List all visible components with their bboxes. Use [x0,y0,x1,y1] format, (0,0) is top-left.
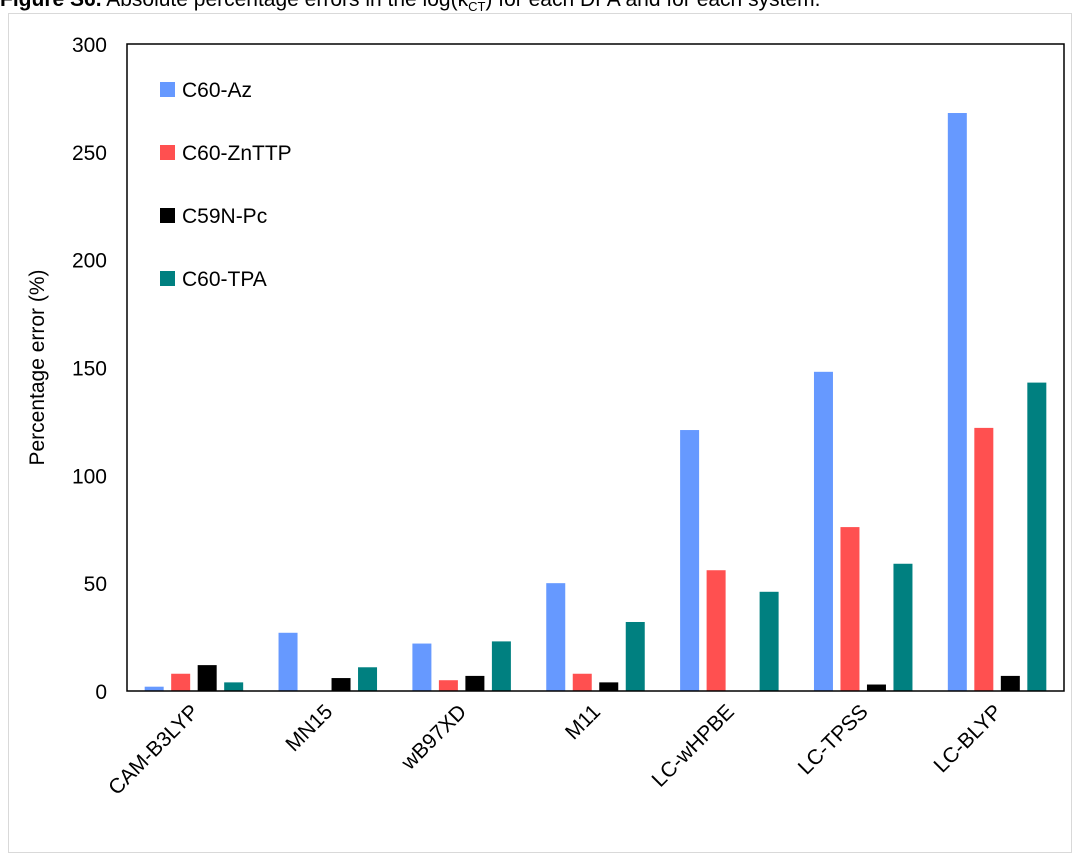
x-tick-label: LC-wHPBE [648,700,739,791]
legend-label: C60-ZnTTP [182,142,292,165]
bar-c59n-pc-lc-tpss [866,684,886,691]
bar-c60-az-m11 [546,583,566,691]
bar-c59n-pc-wb97xd [465,675,485,691]
y-tick-label: 300 [72,34,107,57]
bar-c60-znttp-lc-tpss [840,527,860,691]
x-tick-label: LC-TPSS [794,700,873,779]
chart-frame [8,13,1072,853]
x-tick-label: MN15 [281,700,337,756]
bar-c59n-pc-m11 [599,682,619,691]
caption-text-part1: Absolute percentage errors in the log(k [102,0,468,11]
bar-c59n-pc-cam-b3lyp [197,665,217,691]
bar-c60-tpa-lc-blyp [1027,382,1047,691]
legend: C60-Az C60-ZnTTP C59N-Pc C60-TPA [160,79,292,291]
plot-area-border [126,43,1065,692]
bar-c60-tpa-wb97xd [491,641,511,691]
y-tick-label: 100 [72,465,107,488]
y-axis: 0 50 100 150 200 250 300 [72,34,107,704]
bar-c60-znttp-m11 [572,673,592,691]
legend-label: C59N-Pc [182,205,267,228]
legend-swatch [160,145,175,160]
bar-c59n-pc-lc-blyp [1000,675,1020,691]
y-tick-label: 250 [72,142,107,165]
y-tick-label: 150 [72,358,107,381]
bar-c60-az-mn15 [278,632,298,691]
x-tick-label: wB97XD [396,700,471,775]
bar-c59n-pc-mn15 [331,678,351,691]
y-tick-label: 50 [84,573,107,596]
bar-c60-az-lc-tpss [813,371,833,691]
y-tick-label: 0 [95,681,107,704]
bar-c60-znttp-lc-blyp [974,427,994,691]
x-axis: CAM-B3LYP MN15 wB97XD M11 LC-wHPBE LC-TPSS LC-… [104,700,1006,799]
bar-c60-az-lc-blyp [947,113,967,692]
bar-c60-znttp-wb97xd [438,680,458,691]
bar-c60-tpa-lc-tpss [893,563,913,691]
bar-c60-az-cam-b3lyp [144,686,164,691]
legend-label: C60-Az [182,79,252,102]
legend-swatch [160,271,175,286]
legend-label: C60-TPA [182,268,267,291]
bar-c60-az-lc-whpbe [680,430,700,691]
bar-c60-tpa-mn15 [358,667,378,691]
x-tick-label: LC-BLYP [930,700,1007,777]
bar-c60-az-wb97xd [412,643,432,691]
bar-c60-tpa-m11 [625,621,645,691]
y-axis-title: Percentage error (%) [26,269,49,465]
legend-swatch [160,82,175,97]
caption-subscript: CT [468,0,486,15]
bar-c60-znttp-cam-b3lyp [171,673,191,691]
x-tick-label: CAM-B3LYP [104,700,203,799]
caption-text-part2: ) for each DFA and for each system. [485,0,820,11]
legend-swatch [160,208,175,223]
figure-caption: Figure S6. Absolute percentage errors in… [0,0,1074,16]
bars-group [144,113,1047,692]
bar-c60-znttp-lc-whpbe [706,570,726,691]
caption-prefix: Figure S6. [0,0,102,11]
y-tick-label: 200 [72,250,107,273]
x-tick-label: M11 [561,700,605,744]
bar-c60-tpa-lc-whpbe [759,591,779,691]
bar-c60-tpa-cam-b3lyp [224,682,244,691]
